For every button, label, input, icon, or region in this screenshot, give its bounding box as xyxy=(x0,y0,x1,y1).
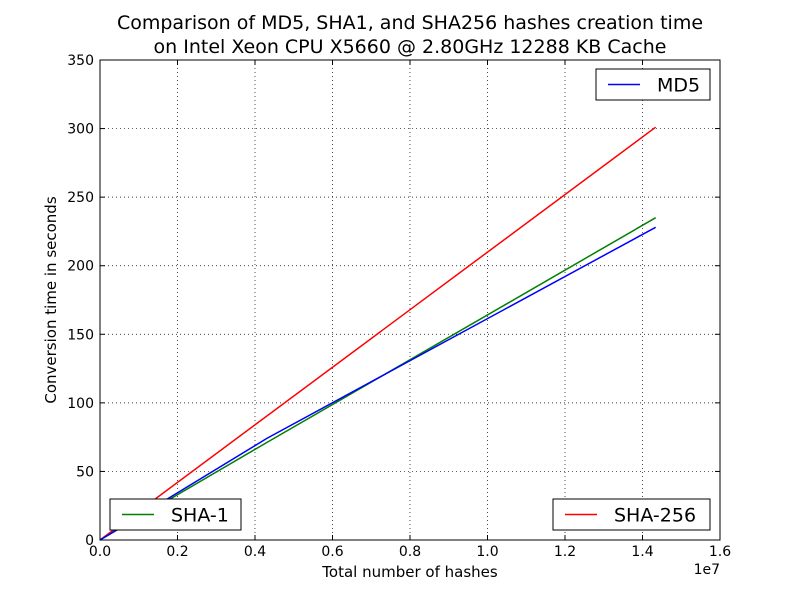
chart-title-line-1: Comparison of MD5, SHA1, and SHA256 hash… xyxy=(117,12,703,34)
x-tick-label: 0.0 xyxy=(89,544,111,560)
chart-title-line-2: on Intel Xeon CPU X5660 @ 2.80GHz 12288 … xyxy=(154,36,667,58)
ticks: 0.0 0.2 0.4 0.6 0.8 1.0 1.2 1.4 1.6 0 50 100 150 200 2… xyxy=(67,53,731,560)
legend-label: SHA-1 xyxy=(171,505,229,527)
x-axis-offset-label: 1e7 xyxy=(694,562,720,578)
legend-md5: MD5 xyxy=(595,68,711,101)
y-tick-label: 350 xyxy=(67,53,94,69)
legend-sha-256: SHA-256 xyxy=(552,498,711,531)
x-tick-label: 1.4 xyxy=(631,544,653,560)
x-tick-label: 0.6 xyxy=(321,544,343,560)
legend-label: SHA-256 xyxy=(614,505,696,527)
legend-label: MD5 xyxy=(657,75,700,97)
x-tick-label: 1.2 xyxy=(554,544,576,560)
y-tick-label: 100 xyxy=(67,396,94,412)
y-tick-label: 50 xyxy=(76,464,94,480)
x-tick-label: 1.6 xyxy=(709,544,731,560)
y-tick-label: 300 xyxy=(67,122,94,138)
x-axis-label: Total number of hashes xyxy=(321,563,498,581)
y-tick-label: 0 xyxy=(85,533,94,549)
x-tick-label: 0.4 xyxy=(244,544,266,560)
y-tick-label: 200 xyxy=(67,259,94,275)
series-line-sha-256 xyxy=(99,126,657,541)
x-tick-label: 1.0 xyxy=(476,544,498,560)
y-tick-label: 150 xyxy=(67,327,94,343)
legend-box xyxy=(595,68,711,101)
x-tick-label: 0.8 xyxy=(399,544,421,560)
y-axis-label: Conversion time in seconds xyxy=(42,196,60,403)
x-tick-label: 0.2 xyxy=(166,544,188,560)
y-tick-label: 250 xyxy=(67,190,94,206)
legend-sha-1: SHA-1 xyxy=(109,498,242,531)
legends: MD5 SHA-1 SHA-256 xyxy=(109,68,711,531)
